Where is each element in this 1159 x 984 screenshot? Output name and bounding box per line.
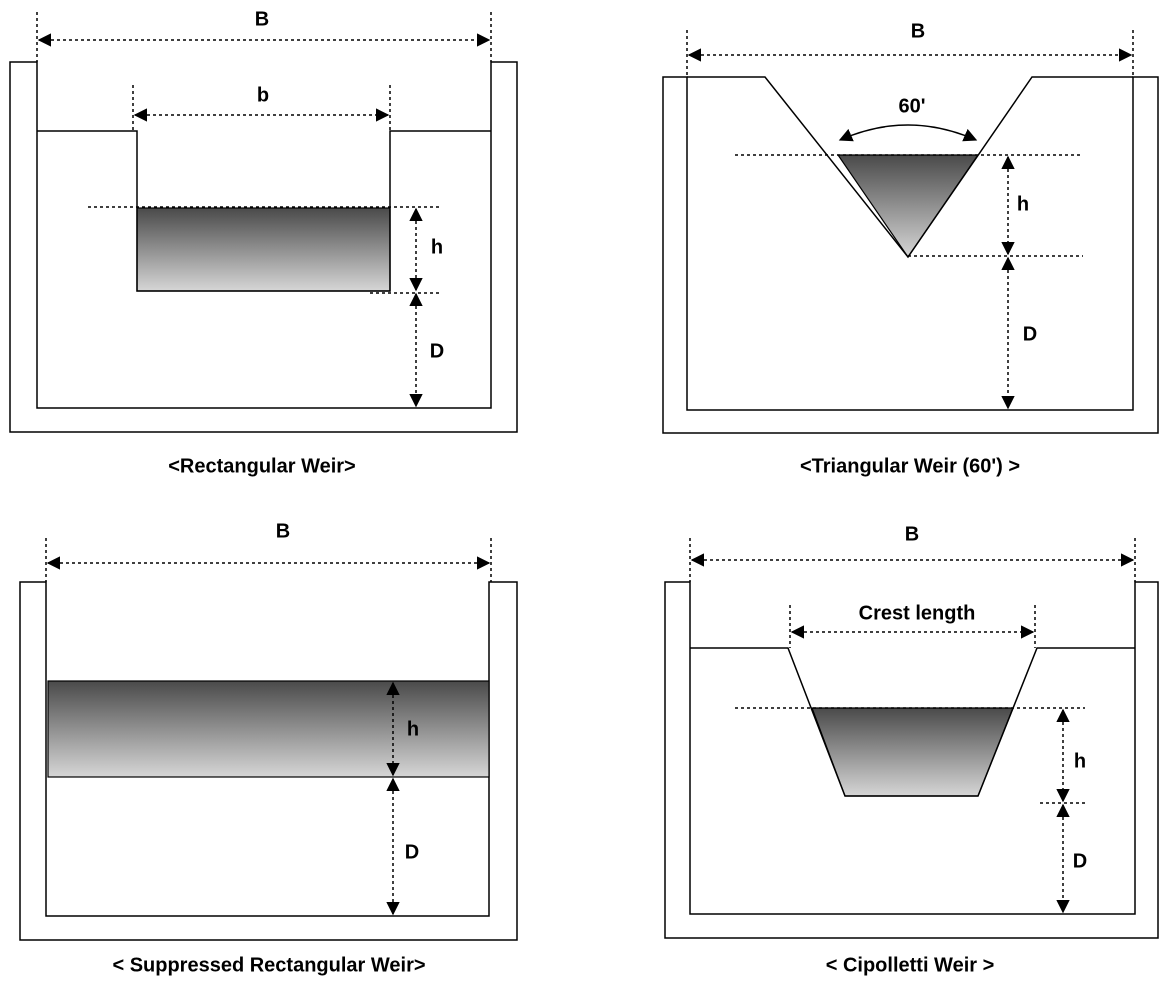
rectangular-weir: B b h D <Rectangular Weir>	[9, 8, 518, 477]
label: B	[911, 20, 925, 42]
label: h	[407, 718, 419, 740]
label: D	[430, 340, 444, 362]
label: D	[1023, 323, 1037, 345]
water	[47, 680, 490, 778]
caption: <Triangular Weir (60') >	[800, 455, 1020, 477]
caption: <Rectangular Weir>	[168, 455, 355, 477]
triangular-weir: B 60' h D <Triangular Weir (60') >	[662, 20, 1159, 477]
label: D	[1073, 850, 1087, 872]
label: B	[276, 520, 290, 542]
label: Crest length	[859, 602, 976, 624]
cipolletti-weir: B Crest length h D < Cipolletti Weir >	[664, 523, 1159, 976]
label: 60'	[898, 95, 925, 117]
water	[136, 207, 391, 292]
angle-arc	[838, 124, 978, 142]
water	[836, 154, 980, 259]
caption: < Suppressed Rectangular Weir>	[112, 954, 425, 976]
caption: < Cipolletti Weir >	[826, 954, 995, 976]
suppressed-rectangular-weir: B h D < Suppressed Rectangular Weir>	[19, 520, 518, 976]
label: b	[257, 84, 269, 106]
channel	[19, 581, 518, 941]
label: h	[431, 236, 443, 258]
weir-plate	[687, 76, 1133, 259]
label: h	[1017, 193, 1029, 215]
label: B	[905, 523, 919, 545]
label: D	[405, 841, 419, 863]
weir-plate	[690, 647, 1135, 797]
label: h	[1074, 750, 1086, 772]
weir-plate	[37, 130, 491, 292]
channel	[662, 76, 1159, 434]
label: B	[255, 8, 269, 30]
